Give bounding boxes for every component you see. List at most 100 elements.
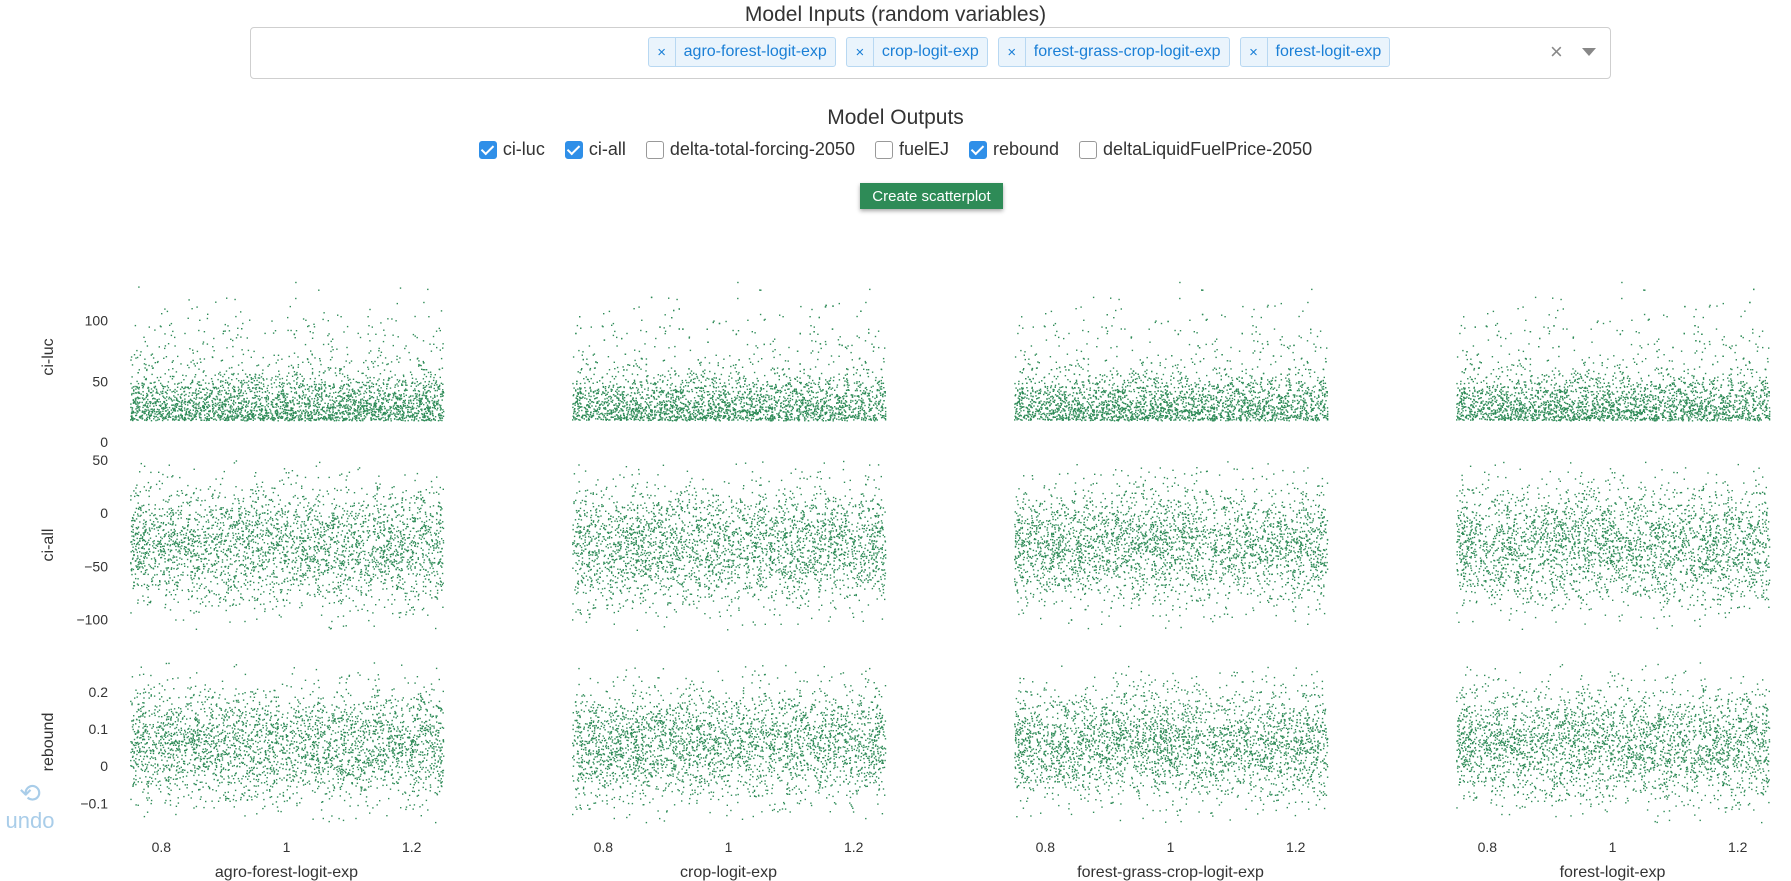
data-point bbox=[870, 408, 872, 410]
checkbox-unchecked-icon[interactable] bbox=[874, 140, 893, 159]
data-point bbox=[229, 406, 231, 409]
data-point bbox=[655, 337, 657, 340]
data-point bbox=[192, 409, 194, 411]
data-point bbox=[313, 419, 316, 421]
data-point bbox=[365, 374, 367, 377]
data-point bbox=[688, 337, 690, 339]
data-point bbox=[292, 407, 294, 409]
data-point bbox=[424, 395, 427, 397]
checkbox-checked-icon[interactable] bbox=[478, 140, 497, 159]
data-point bbox=[775, 386, 777, 388]
data-point bbox=[875, 400, 877, 403]
output-checkbox-ci-luc[interactable]: ci-luc bbox=[478, 139, 545, 160]
data-point bbox=[409, 395, 412, 398]
output-checkbox-deltaLiquidFuelPrice-2050[interactable]: deltaLiquidFuelPrice-2050 bbox=[1079, 139, 1312, 160]
data-point bbox=[293, 419, 295, 422]
data-point bbox=[195, 388, 197, 390]
data-point bbox=[371, 396, 374, 398]
data-point bbox=[331, 406, 334, 408]
data-point bbox=[275, 379, 277, 381]
data-point bbox=[637, 388, 639, 390]
data-point bbox=[136, 405, 138, 408]
data-point bbox=[846, 384, 849, 386]
data-point bbox=[248, 418, 250, 420]
checkbox-unchecked-icon[interactable] bbox=[1079, 140, 1098, 159]
data-point bbox=[602, 326, 604, 328]
data-point bbox=[315, 394, 317, 396]
data-point bbox=[787, 360, 789, 362]
output-checkbox-fuelEJ[interactable]: fuelEJ bbox=[874, 139, 949, 160]
data-point bbox=[428, 380, 430, 383]
data-point bbox=[831, 413, 833, 415]
data-point bbox=[341, 388, 344, 390]
chevron-down-icon[interactable] bbox=[1582, 48, 1596, 56]
data-point bbox=[408, 396, 410, 398]
data-point bbox=[836, 384, 839, 386]
data-point bbox=[864, 404, 866, 407]
data-point bbox=[246, 397, 248, 399]
data-point bbox=[233, 388, 235, 391]
data-point bbox=[166, 392, 168, 395]
data-point bbox=[340, 316, 342, 318]
data-point bbox=[203, 358, 206, 360]
checkbox-unchecked-icon[interactable] bbox=[645, 140, 664, 159]
data-point bbox=[426, 418, 428, 421]
data-point bbox=[829, 414, 832, 416]
data-point bbox=[784, 360, 787, 362]
data-point bbox=[203, 410, 205, 412]
output-checkbox-rebound[interactable]: rebound bbox=[968, 139, 1059, 160]
data-point bbox=[148, 401, 151, 403]
data-point bbox=[305, 394, 307, 396]
checkbox-checked-icon[interactable] bbox=[968, 140, 987, 159]
data-point bbox=[433, 343, 435, 345]
data-point bbox=[279, 381, 281, 384]
data-point bbox=[321, 407, 324, 410]
data-point bbox=[700, 395, 703, 397]
data-point bbox=[842, 402, 844, 404]
data-point bbox=[359, 390, 361, 393]
data-point bbox=[410, 414, 412, 417]
data-point bbox=[364, 409, 366, 412]
clear-all-icon[interactable]: × bbox=[1550, 39, 1563, 65]
data-point bbox=[378, 400, 380, 403]
data-point bbox=[835, 408, 838, 410]
data-point bbox=[253, 391, 256, 394]
checkbox-checked-icon[interactable] bbox=[564, 140, 583, 159]
remove-tag-icon[interactable]: × bbox=[847, 38, 874, 66]
data-point bbox=[434, 419, 436, 421]
data-point bbox=[136, 401, 138, 403]
data-point bbox=[396, 302, 398, 305]
data-point bbox=[414, 418, 416, 420]
data-point bbox=[810, 352, 812, 354]
data-point bbox=[391, 376, 393, 378]
remove-tag-icon[interactable]: × bbox=[1241, 38, 1268, 66]
remove-tag-icon[interactable]: × bbox=[649, 38, 676, 66]
data-point bbox=[359, 404, 362, 406]
data-point bbox=[615, 403, 617, 405]
data-point bbox=[212, 397, 214, 400]
data-point bbox=[679, 415, 682, 417]
data-point bbox=[162, 390, 164, 392]
data-point bbox=[316, 406, 319, 409]
data-point bbox=[843, 395, 845, 397]
data-point bbox=[203, 370, 205, 372]
data-point bbox=[425, 397, 427, 399]
data-point bbox=[824, 402, 826, 404]
remove-tag-icon[interactable]: × bbox=[999, 38, 1026, 66]
data-point bbox=[198, 384, 200, 386]
data-point bbox=[246, 337, 248, 339]
data-point bbox=[208, 404, 210, 406]
data-point bbox=[161, 419, 164, 422]
model-inputs-select[interactable]: × agro-forest-logit-exp × crop-logit-exp… bbox=[250, 27, 1611, 79]
data-point bbox=[736, 397, 738, 399]
data-point bbox=[235, 407, 238, 410]
data-point bbox=[305, 319, 307, 321]
create-scatterplot-button[interactable]: Create scatterplot bbox=[860, 183, 1003, 209]
output-checkbox-ci-all[interactable]: ci-all bbox=[564, 139, 626, 160]
data-point bbox=[421, 397, 423, 399]
data-point bbox=[279, 386, 281, 388]
data-point bbox=[365, 413, 368, 415]
data-point bbox=[140, 393, 142, 395]
output-checkbox-delta-total-forcing-2050[interactable]: delta-total-forcing-2050 bbox=[645, 139, 855, 160]
data-point bbox=[343, 419, 346, 421]
